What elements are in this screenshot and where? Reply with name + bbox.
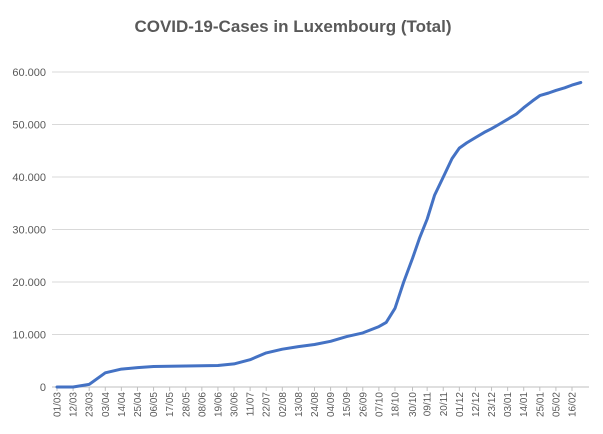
x-tick-label: 23/12 bbox=[487, 392, 498, 417]
y-tick-label: 30.000 bbox=[12, 225, 46, 237]
x-tick-label: 02/08 bbox=[278, 392, 289, 417]
x-tick-label: 20/11 bbox=[439, 392, 450, 417]
y-tick-label: 40.000 bbox=[12, 172, 46, 184]
x-tick-label: 22/07 bbox=[262, 392, 273, 417]
x-tick-label: 12/12 bbox=[471, 392, 482, 417]
x-tick-label: 24/08 bbox=[310, 392, 321, 417]
y-tick-label: 50.000 bbox=[12, 120, 46, 132]
x-tick-label: 30/06 bbox=[230, 392, 241, 417]
x-tick-label: 05/02 bbox=[551, 392, 562, 417]
x-tick-label: 06/05 bbox=[149, 392, 160, 417]
x-tick-label: 14/04 bbox=[117, 392, 128, 417]
x-tick-label: 15/09 bbox=[342, 392, 353, 417]
x-tick-label: 18/10 bbox=[390, 392, 401, 417]
x-tick-label: 01/03 bbox=[53, 392, 64, 417]
x-tick-label: 11/07 bbox=[246, 392, 257, 417]
x-tick-label: 07/10 bbox=[374, 392, 385, 417]
x-tick-label: 01/12 bbox=[455, 392, 466, 417]
series-group bbox=[55, 81, 583, 389]
x-tick-label: 09/11 bbox=[423, 392, 434, 417]
x-tick-label: 14/01 bbox=[519, 392, 530, 417]
x-tick-label: 30/10 bbox=[408, 392, 419, 417]
x-tick-label: 23/03 bbox=[85, 392, 96, 417]
x-tick-label: 26/09 bbox=[358, 392, 369, 417]
x-tick-label: 04/09 bbox=[326, 392, 337, 417]
x-tick-label: 19/06 bbox=[213, 392, 224, 417]
gridlines bbox=[52, 71, 589, 388]
x-tick-label: 12/03 bbox=[69, 392, 80, 417]
chart-title: COVID-19-Cases in Luxembourg (Total) bbox=[134, 17, 451, 36]
y-tick-label: 10.000 bbox=[12, 330, 46, 342]
x-tick-label: 13/08 bbox=[294, 392, 305, 417]
x-tick-label: 28/05 bbox=[181, 392, 192, 417]
x-tick-label: 25/01 bbox=[535, 392, 546, 417]
y-tick-label: 20.000 bbox=[12, 277, 46, 289]
y-axis-ticks: 0 10.000 20.000 30.000 40.000 50.000 60.000 bbox=[12, 67, 46, 394]
series-line bbox=[55, 81, 583, 389]
y-tick-label: 0 bbox=[40, 382, 46, 394]
x-tick-label: 25/04 bbox=[133, 392, 144, 417]
x-axis-ticks: 01/03 12/03 23/03 03/04 14/04 25/04 06/05 17/05… bbox=[53, 387, 579, 417]
y-tick-label: 60.000 bbox=[12, 67, 46, 79]
x-tick-label: 17/05 bbox=[165, 392, 176, 417]
x-tick-label: 16/02 bbox=[568, 392, 579, 417]
x-tick-label: 08/06 bbox=[197, 392, 208, 417]
x-tick-label: 03/01 bbox=[503, 392, 514, 417]
x-tick-label: 03/04 bbox=[101, 392, 112, 417]
